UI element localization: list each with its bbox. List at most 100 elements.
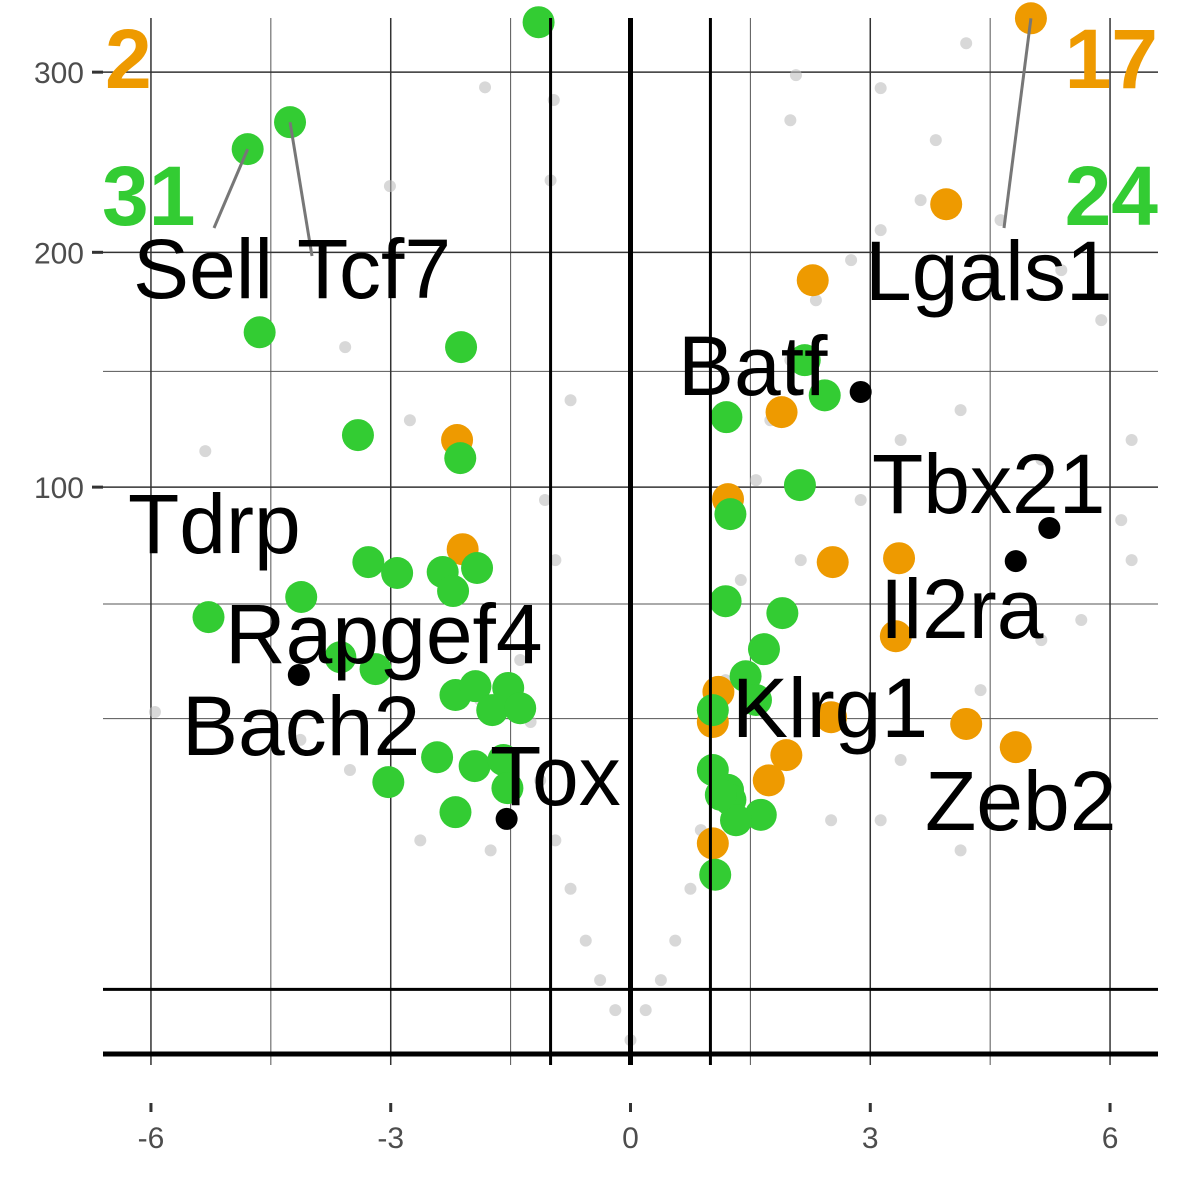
point xyxy=(538,494,551,507)
y-tick-label: 100 xyxy=(34,472,84,505)
highlight-point xyxy=(796,264,829,297)
gene-point xyxy=(1004,550,1027,573)
gene-label: Tcf7 xyxy=(297,222,451,316)
count-label: 31 xyxy=(102,149,195,243)
highlight-point xyxy=(816,546,849,579)
highlight-point xyxy=(950,707,983,740)
x-tick-label: -6 xyxy=(138,1122,165,1155)
gene-label: Tdrp xyxy=(128,477,301,571)
highlight-point xyxy=(476,694,509,727)
highlight-point xyxy=(770,739,803,772)
highlight-point xyxy=(192,601,225,634)
point xyxy=(514,654,527,667)
point xyxy=(414,834,427,847)
point xyxy=(549,834,562,847)
gene-point xyxy=(495,807,518,830)
point xyxy=(669,934,682,947)
highlight-point xyxy=(461,552,494,585)
highlight-point xyxy=(445,331,478,364)
highlight-point xyxy=(709,585,742,618)
point xyxy=(534,774,547,787)
point xyxy=(549,554,562,567)
highlight-point xyxy=(699,858,732,891)
highlight-point xyxy=(704,778,737,811)
point xyxy=(954,404,967,417)
highlight-point xyxy=(421,741,454,774)
point xyxy=(294,733,307,746)
highlight-point xyxy=(765,396,798,429)
gene-label: Lgals1 xyxy=(865,224,1113,318)
point xyxy=(874,82,887,95)
point xyxy=(199,445,212,458)
highlight-point xyxy=(458,750,491,783)
point xyxy=(914,194,927,207)
point xyxy=(734,574,747,587)
point xyxy=(809,294,822,307)
point xyxy=(874,814,887,827)
point xyxy=(894,434,907,447)
highlight-point xyxy=(487,743,520,776)
gene-label: Il2ra xyxy=(880,562,1044,656)
highlight-point xyxy=(999,731,1032,764)
highlight-point xyxy=(930,188,963,221)
point xyxy=(1095,314,1108,327)
highlight-point xyxy=(359,653,392,686)
point xyxy=(960,37,973,50)
x-tick-label: 3 xyxy=(862,1122,879,1155)
point xyxy=(954,844,967,857)
highlight-point xyxy=(491,772,524,805)
highlight-point xyxy=(752,764,785,797)
gene-label: Bach2 xyxy=(182,679,420,773)
label-connector xyxy=(212,148,250,229)
highlight-point xyxy=(437,575,470,608)
point xyxy=(403,414,416,427)
point xyxy=(794,554,807,567)
x-tick-label: 0 xyxy=(622,1122,639,1155)
label-connector xyxy=(288,121,314,257)
highlight-point xyxy=(696,694,729,727)
point xyxy=(825,814,838,827)
point xyxy=(639,1004,652,1017)
point xyxy=(789,69,802,82)
label-connector xyxy=(1002,18,1033,229)
highlight-point xyxy=(285,580,318,613)
gene-label: Klrg1 xyxy=(732,661,928,755)
highlight-point xyxy=(696,827,729,860)
point xyxy=(654,974,667,987)
point xyxy=(564,882,577,895)
gene-point xyxy=(287,663,310,686)
highlight-point xyxy=(883,542,916,575)
point xyxy=(609,1004,622,1017)
count-label: 24 xyxy=(1065,149,1159,243)
y-tick-label: 200 xyxy=(34,237,84,270)
point xyxy=(1035,453,1048,466)
highlight-point xyxy=(747,633,780,666)
point xyxy=(564,394,577,407)
point xyxy=(874,224,887,237)
highlight-point xyxy=(739,683,772,716)
highlight-point xyxy=(352,546,385,579)
point xyxy=(1115,514,1128,527)
x-tick-label: -3 xyxy=(377,1122,404,1155)
point xyxy=(749,474,762,487)
highlight-point xyxy=(808,379,841,412)
point xyxy=(343,763,356,776)
highlight-point xyxy=(324,641,357,674)
gene-label: Zeb2 xyxy=(925,754,1116,848)
y-tick-label: 300 xyxy=(34,57,84,90)
point xyxy=(579,934,592,947)
count-label: 17 xyxy=(1065,12,1158,106)
highlight-point xyxy=(522,6,555,39)
highlight-point xyxy=(815,701,848,734)
gene-point xyxy=(1038,516,1061,539)
point xyxy=(339,341,352,354)
highlight-point xyxy=(879,620,912,653)
point xyxy=(148,705,161,718)
point xyxy=(479,81,492,94)
highlight-point xyxy=(788,344,821,377)
count-label: 2 xyxy=(105,12,152,106)
point xyxy=(784,114,797,127)
point xyxy=(929,134,942,147)
gene-label: Batf xyxy=(678,319,828,413)
